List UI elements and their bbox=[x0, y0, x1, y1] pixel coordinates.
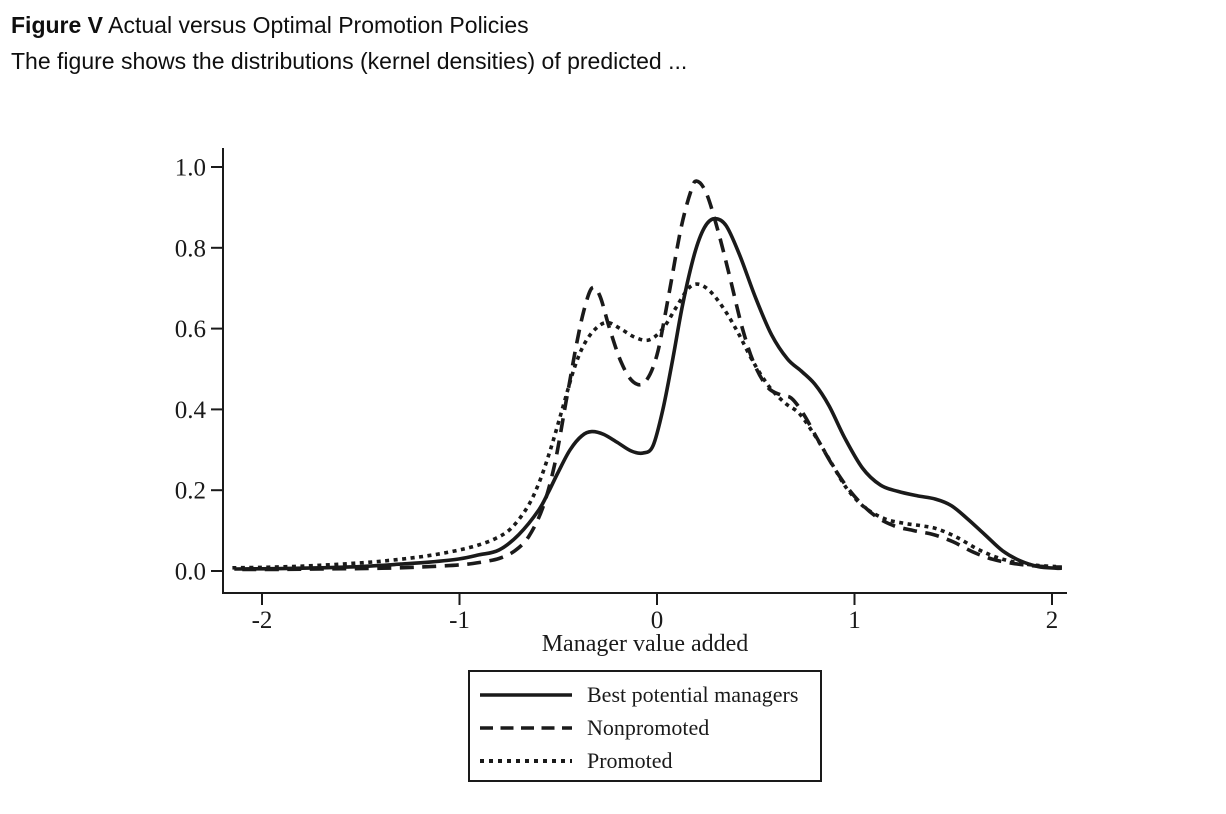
legend-label: Promoted bbox=[587, 747, 673, 773]
figure-subtitle: The figure shows the distributions (kern… bbox=[11, 48, 688, 74]
x-tick-label: 2 bbox=[1046, 607, 1059, 634]
figure-caption: Figure V Actual versus Optimal Promotion… bbox=[11, 7, 687, 79]
figure-title-line: Figure V Actual versus Optimal Promotion… bbox=[11, 7, 687, 43]
x-axis-title: Manager value added bbox=[542, 631, 749, 657]
y-axis-ticks: 1.0 0.8 0.6 0.4 0.2 0.0 bbox=[175, 155, 223, 586]
curve-nonpromoted bbox=[242, 179, 1062, 572]
y-tick-label: 0.4 bbox=[175, 397, 207, 424]
legend-label: Best potential managers bbox=[587, 681, 799, 707]
density-curves bbox=[232, 179, 1062, 572]
legend-label: Nonpromoted bbox=[587, 714, 710, 740]
legend-dotted-line-icon bbox=[480, 758, 572, 763]
chart-legend: Best potential managers Nonpromoted Prom… bbox=[468, 670, 822, 782]
y-tick-label: 0.6 bbox=[175, 316, 206, 343]
x-axis-ticks: -2 -1 0 1 2 bbox=[252, 593, 1059, 634]
x-tick-label: 0 bbox=[651, 607, 664, 634]
legend-item-promoted: Promoted bbox=[480, 744, 820, 777]
figure-title-text: Actual versus Optimal Promotion Policies bbox=[103, 12, 529, 38]
y-tick-label: 0.8 bbox=[175, 235, 206, 262]
y-tick-label: 0.0 bbox=[175, 559, 206, 586]
figure-label: Figure V bbox=[11, 12, 104, 38]
x-tick-label: -2 bbox=[252, 607, 273, 634]
y-tick-label: 1.0 bbox=[175, 155, 206, 182]
x-tick-label: 1 bbox=[848, 607, 861, 634]
legend-item-best-potential-managers: Best potential managers bbox=[480, 678, 820, 711]
x-tick-label: -1 bbox=[449, 607, 470, 634]
y-tick-label: 0.2 bbox=[175, 478, 206, 505]
curve-promoted bbox=[232, 282, 1057, 570]
legend-item-nonpromoted: Nonpromoted bbox=[480, 711, 820, 744]
curve-best-potential-managers bbox=[234, 216, 1062, 571]
legend-dashed-line-icon bbox=[480, 725, 572, 730]
legend-solid-line-icon bbox=[480, 692, 572, 697]
